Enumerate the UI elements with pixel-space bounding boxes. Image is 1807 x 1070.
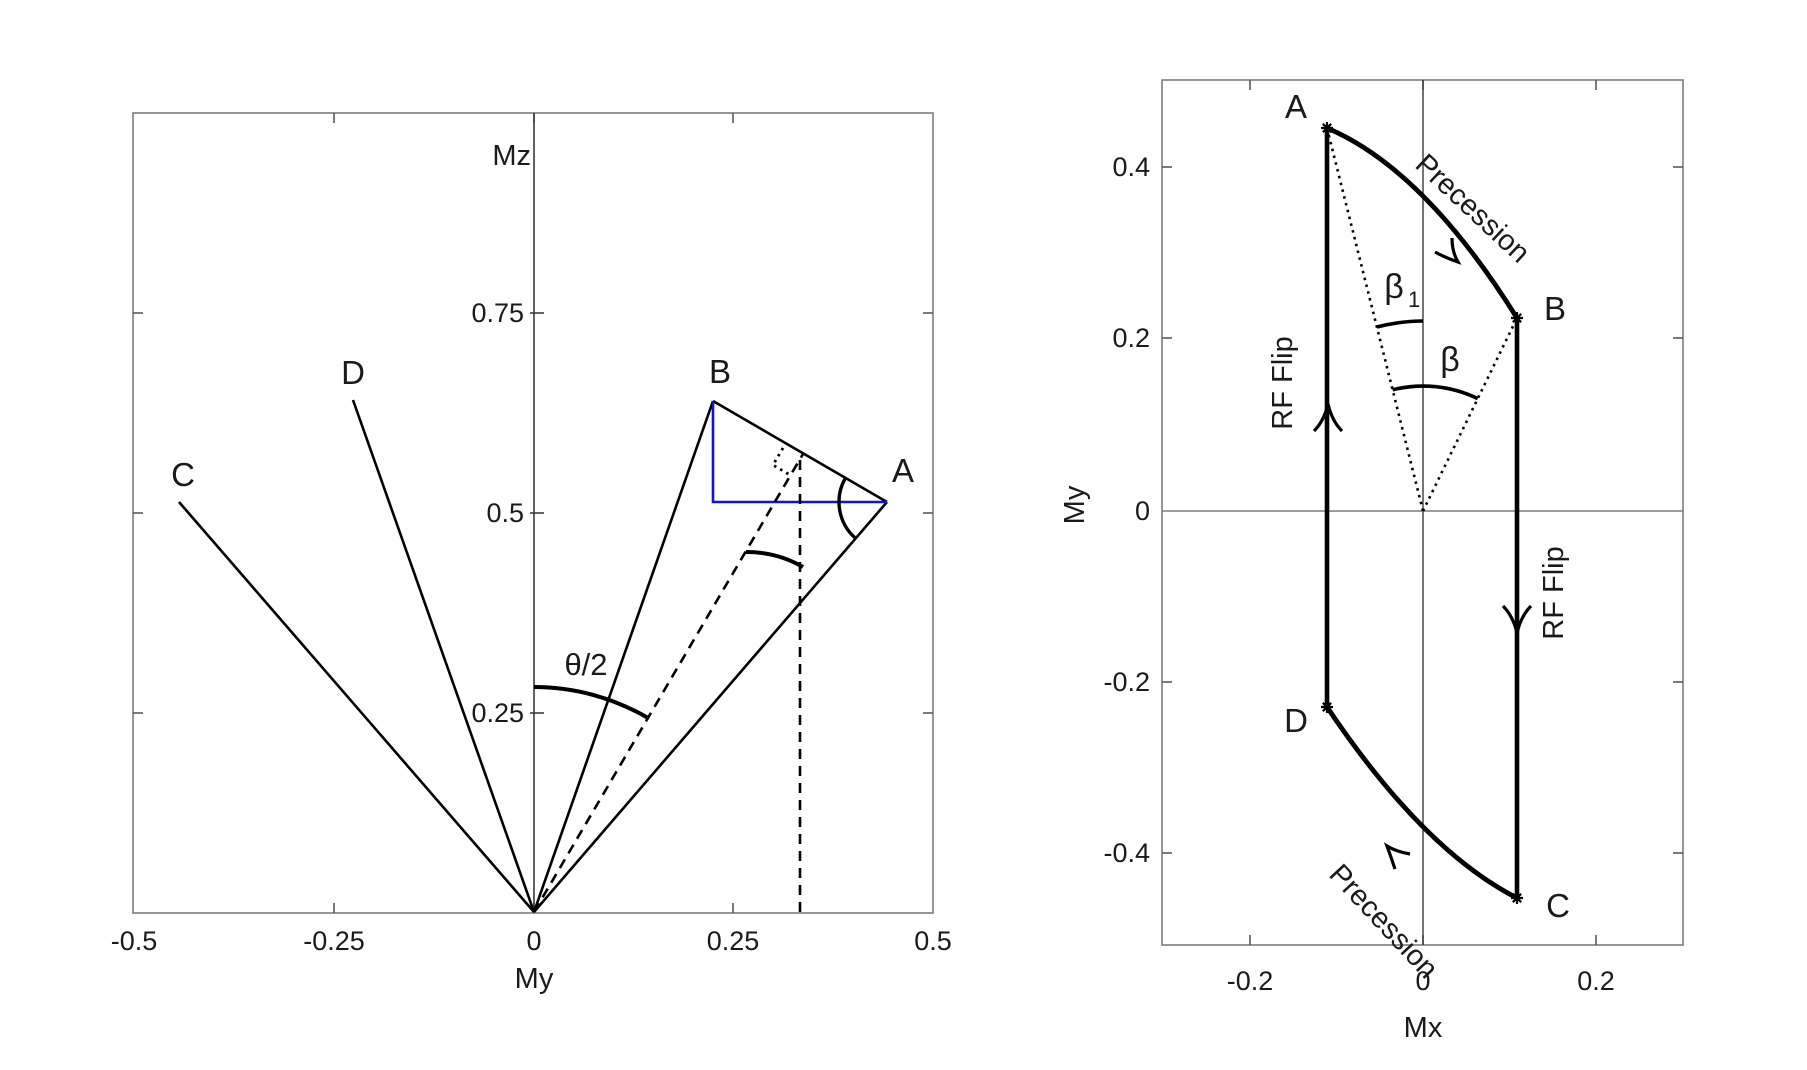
theta-half-arc — [533, 685, 650, 720]
left-xtick-0.5: 0.5 — [914, 926, 952, 956]
left-label-a: A — [892, 452, 914, 489]
beta1-arc — [1376, 319, 1424, 329]
right-tick-labels: -0.2 0 0.2 0.4 0.2 0 -0.2 -0.4 — [1103, 152, 1614, 996]
left-tick-labels: -0.5 -0.25 0 0.25 0.5 0.25 0.5 0.75 — [111, 298, 952, 956]
right-xtick-0.2: 0.2 — [1577, 966, 1615, 996]
left-ytick-0.25: 0.25 — [471, 698, 524, 728]
arrow-down-right-line — [1501, 604, 1533, 634]
precession-curve-bottom — [1325, 705, 1519, 901]
vector-ob — [532, 400, 715, 913]
segment-ab — [712, 399, 888, 504]
left-label-b: B — [709, 353, 731, 390]
left-xtick--0.25: -0.25 — [303, 926, 365, 956]
vector-oc — [178, 501, 535, 913]
left-y-axis-label: Mz — [492, 140, 531, 172]
vector-oa — [533, 501, 888, 913]
right-ytick-0: 0 — [1135, 496, 1150, 526]
left-z-axis-ticks — [530, 312, 544, 714]
precession-label-bottom: Precession — [1323, 858, 1444, 985]
left-label-c: C — [171, 456, 195, 493]
left-ytick-0.75: 0.75 — [471, 298, 524, 328]
dotted-radius-oa — [1325, 127, 1425, 512]
left-point-labels: A B C D — [171, 353, 914, 493]
arrow-up-left-line — [1312, 403, 1344, 433]
left-xtick-0.25: 0.25 — [707, 926, 760, 956]
right-y-axis-label: My — [1059, 485, 1091, 524]
right-label-d: D — [1284, 702, 1308, 739]
right-label-b: B — [1544, 290, 1566, 327]
right-angle-marker — [771, 447, 791, 477]
rf-flip-label-right: RF Flip — [1538, 546, 1570, 639]
beta-label: β — [1440, 341, 1460, 379]
right-label-c: C — [1546, 887, 1570, 924]
right-x-axis-label: Mx — [1404, 1012, 1443, 1044]
direction-arrows — [1312, 237, 1533, 870]
right-label-a: A — [1285, 88, 1307, 125]
marker-c — [1511, 892, 1523, 904]
point-markers — [1321, 122, 1523, 904]
right-ytick--0.2: -0.2 — [1103, 667, 1150, 697]
right-subplot: -0.2 0 0.2 0.4 0.2 0 -0.2 -0.4 My Mx A B… — [1059, 79, 1684, 1044]
left-label-d: D — [341, 354, 365, 391]
arrow-precession-bottom — [1383, 842, 1411, 870]
dashed-bisector — [532, 453, 805, 913]
right-ytick--0.4: -0.4 — [1103, 838, 1150, 868]
left-theta-label: θ/2 — [564, 647, 607, 682]
right-point-labels: A B C D — [1284, 88, 1570, 924]
dotted-radii — [1325, 127, 1519, 512]
blue-right-angle-triangle — [711, 401, 887, 504]
beta-arc — [1392, 384, 1479, 401]
marker-a — [1321, 122, 1333, 134]
right-ytick-0.4: 0.4 — [1112, 152, 1150, 182]
arrow-precession-top — [1434, 237, 1462, 265]
right-ytick-0.2: 0.2 — [1112, 323, 1150, 353]
vector-od — [351, 399, 536, 913]
left-subplot: -0.5 -0.25 0 0.25 0.5 0.25 0.5 0.75 Mz M… — [111, 112, 952, 995]
vertex-a-arc — [837, 477, 857, 540]
left-vectors — [178, 399, 888, 913]
marker-d — [1321, 701, 1333, 713]
beta1-label: β — [1384, 268, 1404, 306]
dotted-radius-ob — [1421, 317, 1519, 512]
left-ytick-0.5: 0.5 — [486, 498, 524, 528]
left-x-axis-label: My — [515, 963, 554, 995]
left-xtick-0: 0 — [526, 926, 541, 956]
left-xtick--0.5: -0.5 — [111, 926, 158, 956]
rf-flip-label-left: RF Flip — [1267, 336, 1299, 429]
marker-b — [1511, 312, 1523, 324]
foot-angle-arc — [745, 549, 804, 569]
right-xtick--0.2: -0.2 — [1227, 966, 1274, 996]
precession-curve-top — [1326, 125, 1520, 320]
right-xtick-0: 0 — [1415, 966, 1430, 996]
beta1-subscript: 1 — [1408, 287, 1420, 312]
